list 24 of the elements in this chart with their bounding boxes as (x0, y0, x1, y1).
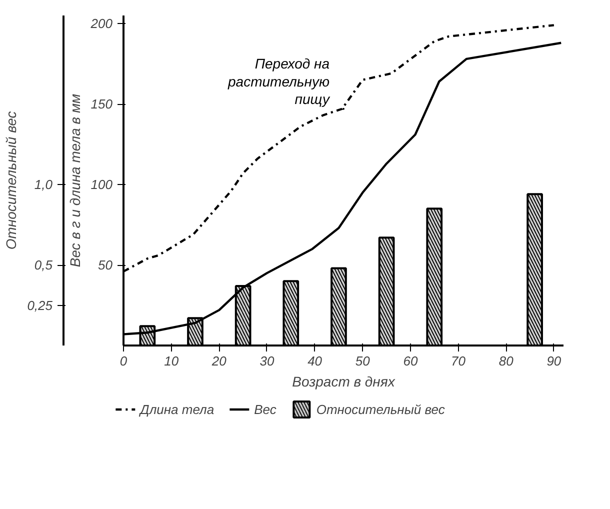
x-tick-label: 80 (498, 354, 514, 368)
x-tick-label: 40 (308, 354, 323, 368)
annotation: Переход на растительную пищу (227, 56, 330, 107)
y-tick-label: 200 (90, 16, 114, 32)
x-tick-label: 20 (210, 354, 228, 368)
x-tick-label: 60 (403, 354, 418, 368)
x-tick-label: 10 (164, 354, 180, 368)
y2-axis-title: Относительный вес (3, 111, 20, 250)
y-tick-label: 100 (90, 177, 114, 192)
y-axis-title: Вес в г и длина тела в мм (66, 93, 83, 268)
legend-label: Вес (254, 402, 276, 416)
x-tick-label: 70 (451, 354, 466, 368)
x-tick-label: 0 (120, 354, 128, 368)
x-tick-label: 30 (260, 354, 275, 368)
y2-tick-label: 0,5 (34, 258, 54, 273)
y2-tick-label: 1,0 (34, 177, 54, 192)
y-tick-label: 50 (98, 258, 114, 273)
x-tick-label: 50 (355, 354, 371, 368)
legend-label: Относительный вес (316, 402, 445, 416)
x-tick-label: 90 (546, 354, 562, 368)
y-tick-label: 150 (90, 96, 114, 112)
x-axis-title: Возраст в днях (292, 374, 396, 390)
legend-label: Длина тела (140, 402, 214, 416)
y2-tick-label: 0,25 (27, 298, 54, 313)
